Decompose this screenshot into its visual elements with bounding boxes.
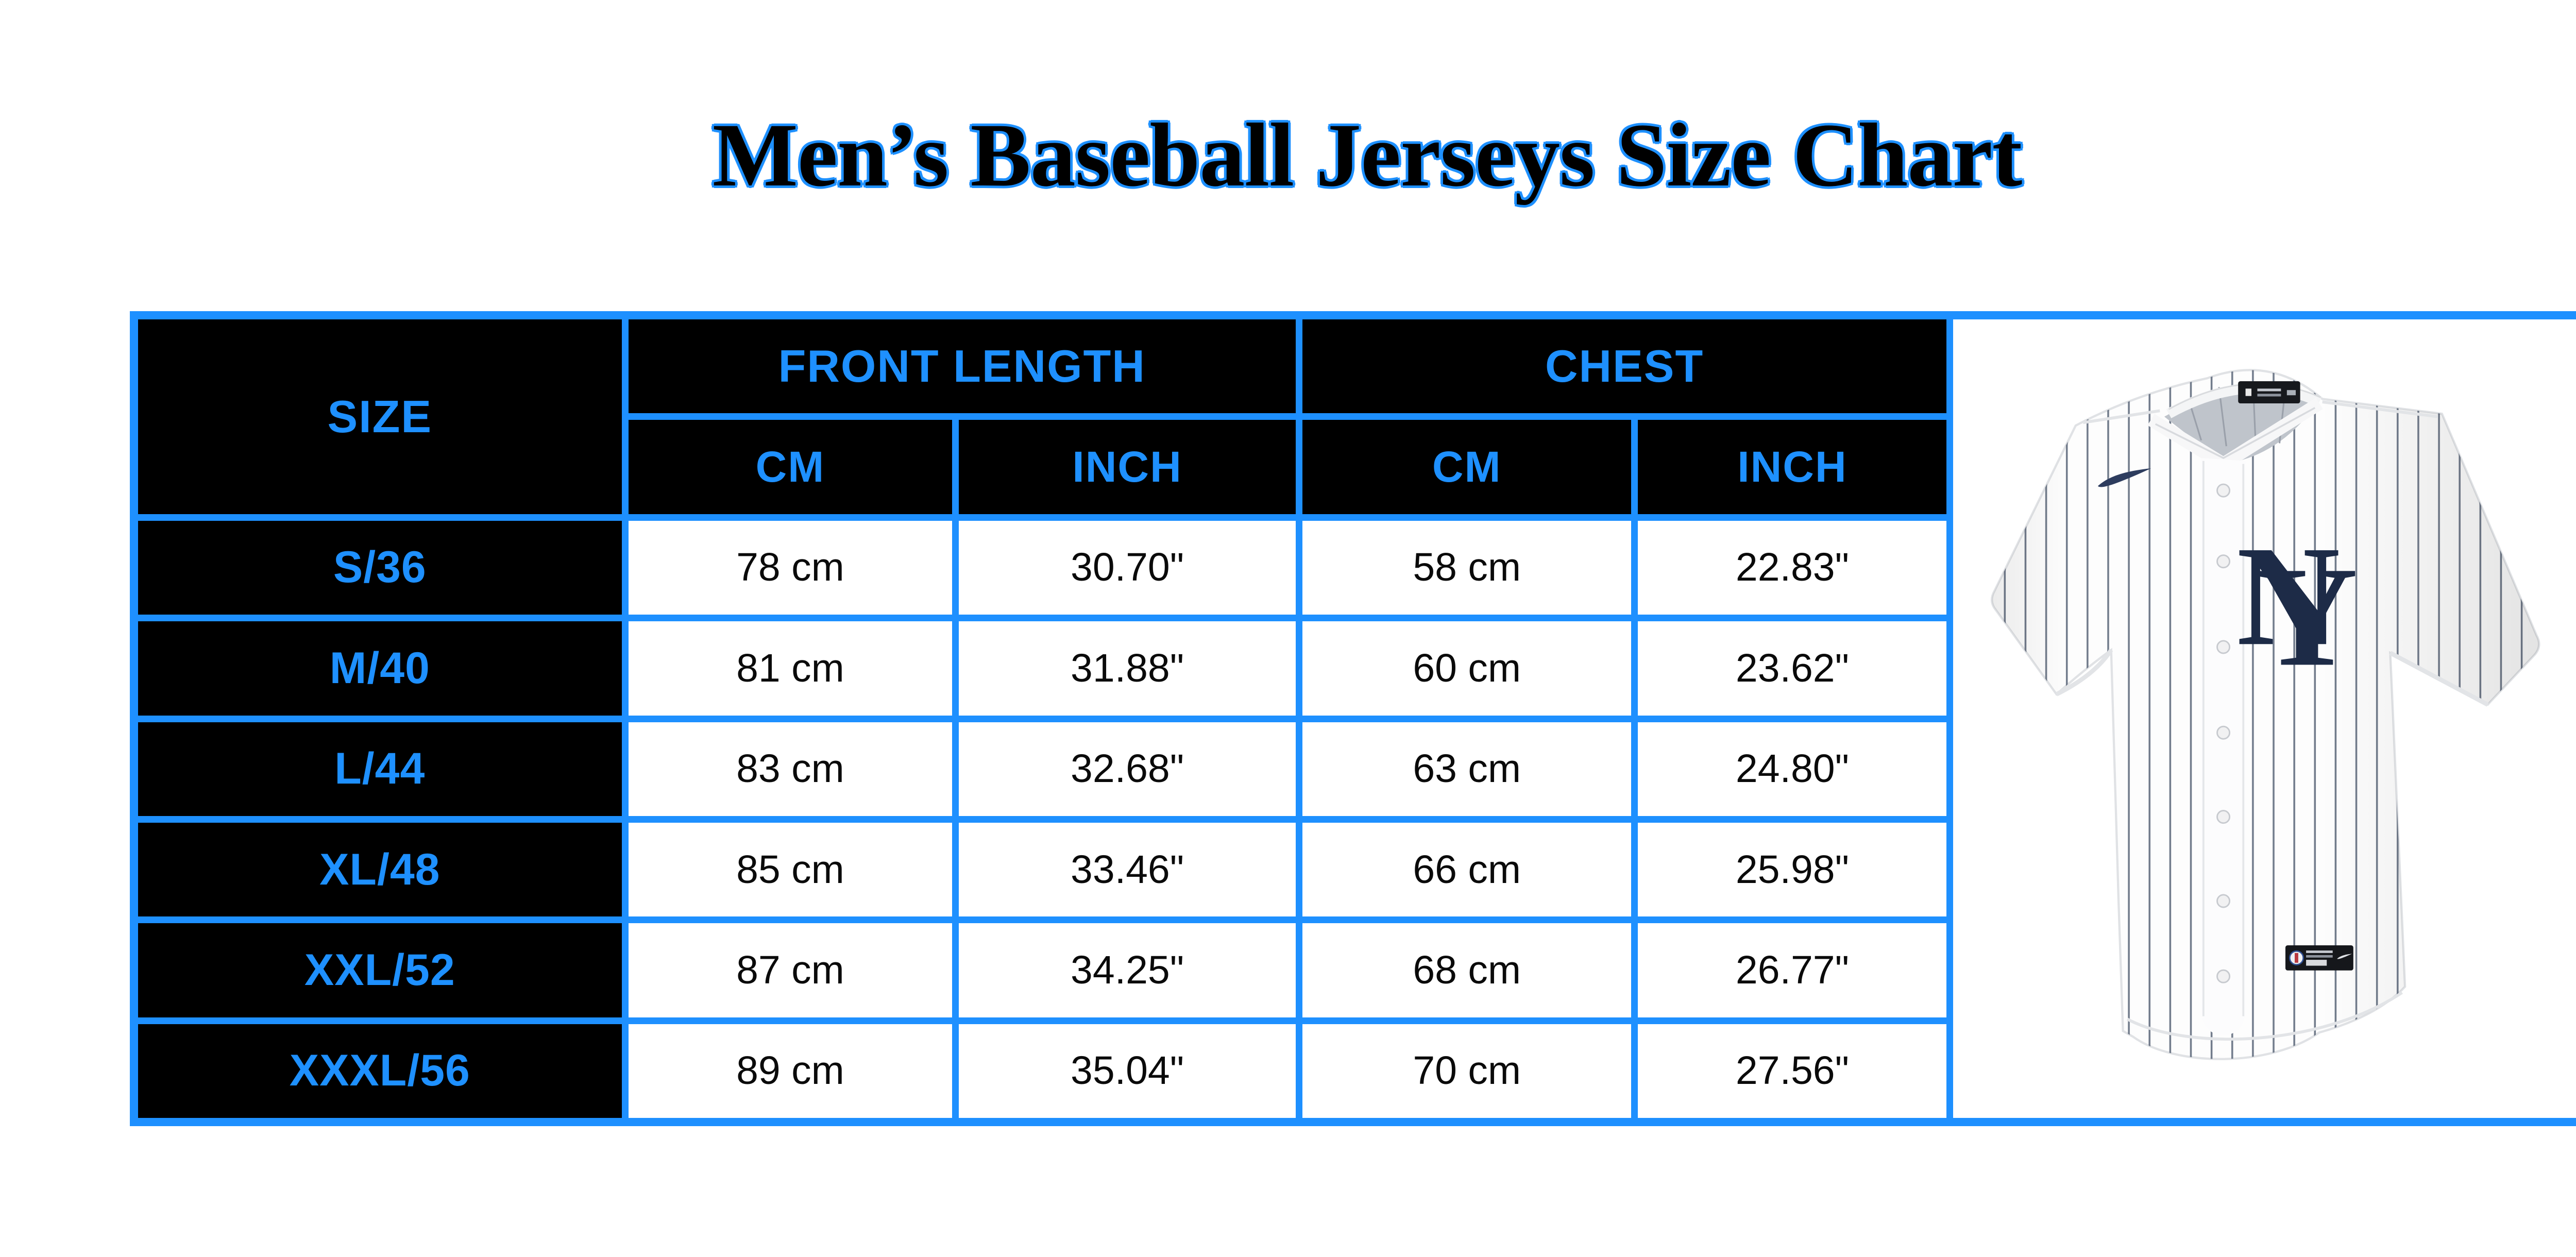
front-length-cm-value: 81 cm — [628, 621, 953, 716]
size-label: XL/48 — [138, 822, 622, 917]
collar-brand-tag — [2238, 381, 2301, 404]
chest-cm-value: 63 cm — [1302, 722, 1632, 816]
placket-buttons — [2216, 483, 2231, 983]
chest-cm-value: 58 cm — [1302, 520, 1632, 615]
chest-inch-value: 24.80" — [1638, 722, 1947, 816]
size-label: S/36 — [138, 520, 622, 615]
size-label: L/44 — [138, 722, 622, 816]
chest-inch-value: 27.56" — [1638, 1024, 1947, 1118]
chest-inch-value: 25.98" — [1638, 822, 1947, 917]
ny-monogram-logo: N Y — [2237, 517, 2358, 696]
chest-cm-value: 66 cm — [1302, 822, 1632, 917]
jersey-photo-panel: N Y — [1953, 319, 2576, 1118]
chest-cm-value: 68 cm — [1302, 923, 1632, 1017]
column-header-chest: CHEST — [1302, 319, 1947, 414]
chest-cm-value: 60 cm — [1302, 621, 1632, 716]
front-length-inch-value: 30.70" — [959, 520, 1296, 615]
ny-monogram-letter-y: Y — [2255, 537, 2358, 696]
page-title: Men’s Baseball Jerseys Size Chart — [712, 105, 2022, 206]
jock-tag-icon — [2285, 945, 2354, 971]
front-length-cm-value: 87 cm — [628, 923, 953, 1017]
jersey-image: N Y — [1991, 369, 2540, 1060]
seam-lines — [2056, 400, 2489, 1041]
front-length-inch-value: 31.88" — [959, 621, 1296, 716]
size-label: M/40 — [138, 621, 622, 716]
unit-header-front-length-cm: CM — [628, 420, 953, 514]
chest-cm-value: 70 cm — [1302, 1024, 1632, 1118]
unit-header-front-length-inch: INCH — [959, 420, 1296, 514]
nike-swoosh-icon — [2098, 468, 2151, 487]
front-length-cm-value: 89 cm — [628, 1024, 953, 1118]
size-label: XXXL/56 — [138, 1024, 622, 1118]
front-length-cm-value: 78 cm — [628, 520, 953, 615]
chest-inch-value: 26.77" — [1638, 923, 1947, 1017]
unit-header-chest-inch: INCH — [1638, 420, 1947, 514]
front-length-inch-value: 33.46" — [959, 822, 1296, 917]
chest-inch-value: 22.83" — [1638, 520, 1947, 615]
size-chart-table: SIZE FRONT LENGTH CHEST CM INCH CM INCH — [130, 311, 2576, 1126]
front-length-inch-value: 34.25" — [959, 923, 1296, 1017]
ny-monogram-letter-n: N — [2237, 517, 2341, 675]
size-label: XXL/52 — [138, 923, 622, 1017]
chest-inch-value: 23.62" — [1638, 621, 1947, 716]
jersey-silhouette — [1991, 369, 2540, 1060]
unit-header-chest-cm: CM — [1302, 420, 1632, 514]
column-header-front-length: FRONT LENGTH — [628, 319, 1296, 414]
front-length-inch-value: 32.68" — [959, 722, 1296, 816]
front-length-cm-value: 85 cm — [628, 822, 953, 917]
button-placket — [2201, 458, 2246, 1035]
front-length-inch-value: 35.04" — [959, 1024, 1296, 1118]
front-length-cm-value: 83 cm — [628, 722, 953, 816]
column-header-size: SIZE — [138, 319, 622, 514]
